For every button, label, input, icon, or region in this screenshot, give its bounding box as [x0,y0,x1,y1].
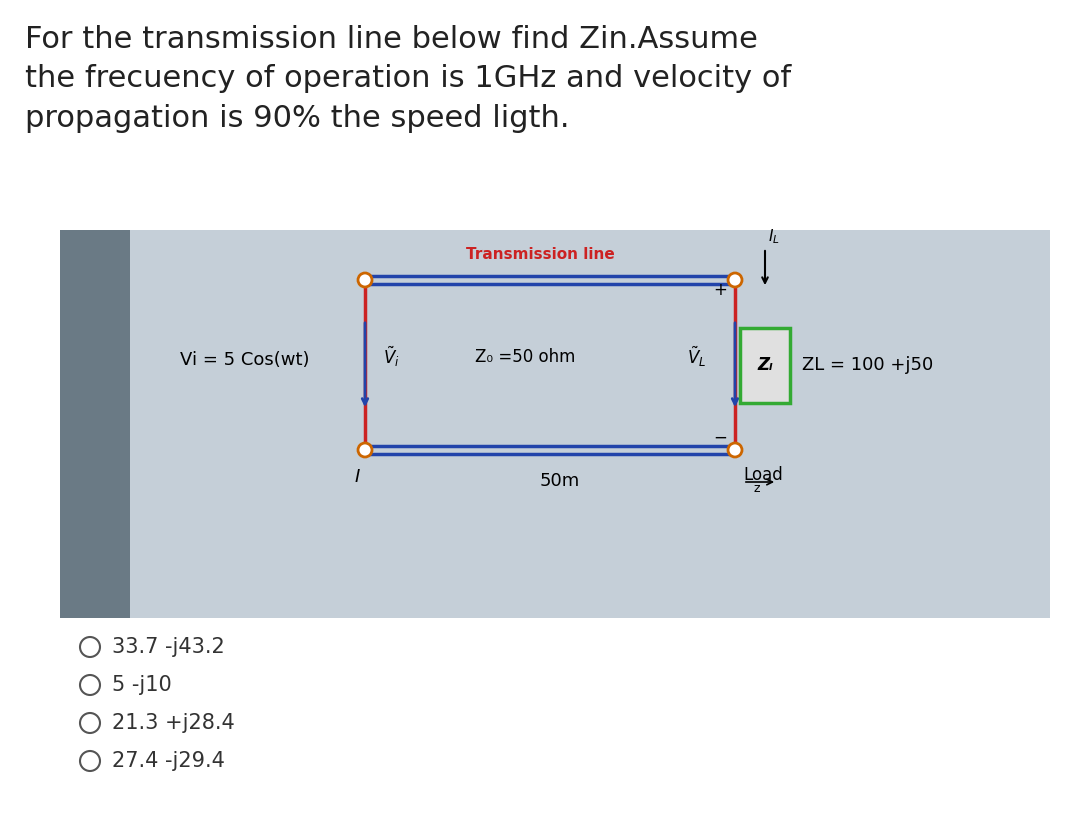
Text: $I_L$: $I_L$ [768,227,780,246]
Text: Load: Load [743,466,783,484]
Bar [740,328,789,403]
Text: −: − [713,429,727,447]
Text: 33.7 -j43.2: 33.7 -j43.2 [112,637,225,657]
Text: Transmission line: Transmission line [465,247,615,262]
Circle shape [728,443,742,457]
Text: 5 -j10: 5 -j10 [112,675,172,695]
Text: $\tilde{V}_L$: $\tilde{V}_L$ [687,345,706,369]
Bar [60,230,130,620]
Text: I: I [354,468,360,486]
Text: 50m: 50m [540,472,580,490]
Bar [60,230,1050,620]
Text: +: + [713,281,727,299]
Text: 27.4 -j29.4: 27.4 -j29.4 [112,751,225,771]
Bar [0,618,1080,815]
Text: Vi = 5 Cos(wt): Vi = 5 Cos(wt) [180,351,310,369]
Text: ZL = 100 +j50: ZL = 100 +j50 [802,356,933,374]
Circle shape [357,443,372,457]
Text: 21.3 +j28.4: 21.3 +j28.4 [112,713,234,733]
Text: Z₀ =50 ohm: Z₀ =50 ohm [475,348,576,366]
Text: $\tilde{V}_i$: $\tilde{V}_i$ [383,345,400,369]
Circle shape [728,273,742,287]
Bar [130,230,1050,620]
Circle shape [357,273,372,287]
Text: z: z [753,482,759,495]
Text: For the transmission line below find Zin.Assume
the frecuency of operation is 1G: For the transmission line below find Zin… [25,25,792,133]
Text: Zₗ: Zₗ [757,356,773,374]
